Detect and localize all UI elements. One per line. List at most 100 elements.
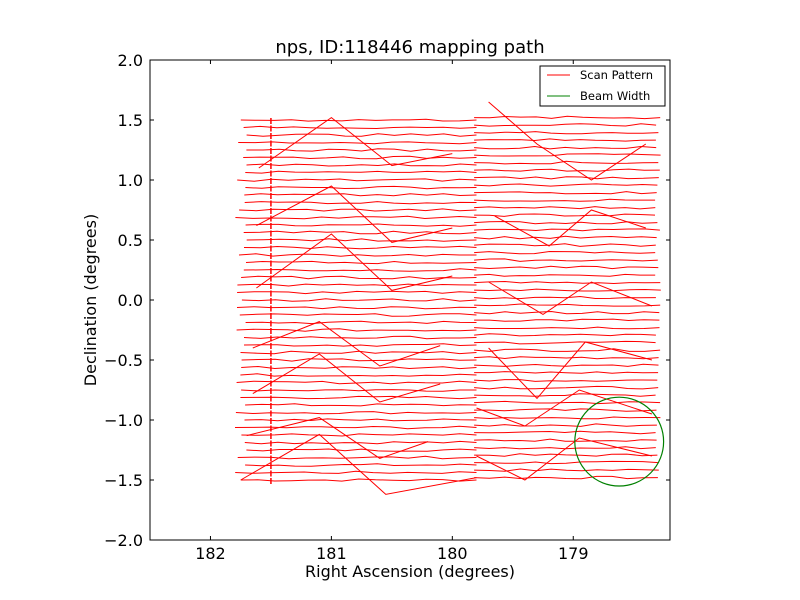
scan-row-west bbox=[474, 176, 659, 180]
scan-row-west bbox=[474, 160, 659, 165]
scan-row-east bbox=[235, 411, 477, 415]
scan-row-east bbox=[245, 170, 477, 174]
scan-row-west bbox=[474, 138, 656, 142]
scan-diagonal bbox=[476, 389, 653, 427]
scan-row-east bbox=[241, 365, 477, 370]
scan-row-west bbox=[474, 453, 658, 457]
scan-diagonal bbox=[252, 353, 441, 403]
beam-width-circle bbox=[574, 396, 665, 487]
y-tick-label: −0.5 bbox=[104, 351, 143, 370]
y-tick-label: −1.5 bbox=[104, 471, 143, 490]
scan-row-east bbox=[241, 298, 477, 302]
scan-row-west bbox=[474, 468, 659, 472]
scan-row-east bbox=[243, 230, 477, 235]
scan-diagonal bbox=[240, 433, 477, 495]
scan-row-east bbox=[241, 433, 477, 437]
scan-row-east bbox=[245, 320, 477, 325]
x-tick-label: 182 bbox=[195, 544, 226, 563]
scan-row-west bbox=[474, 475, 658, 480]
scan-row-west bbox=[474, 183, 658, 187]
scan-row-east bbox=[238, 253, 477, 257]
scan-row-west bbox=[474, 408, 657, 412]
scan-row-east bbox=[245, 463, 477, 467]
scan-row-west bbox=[474, 356, 659, 360]
scan-row-west bbox=[474, 363, 659, 367]
x-axis-label: Right Ascension (degrees) bbox=[305, 562, 515, 581]
scan-row-east bbox=[240, 373, 477, 377]
scan-row-west bbox=[474, 340, 656, 345]
scan-diagonal bbox=[258, 116, 453, 169]
scan-row-west bbox=[474, 235, 657, 240]
scan-diagonal bbox=[488, 281, 653, 315]
scan-diagonal bbox=[246, 417, 429, 459]
scan-row-west bbox=[474, 348, 661, 352]
scan-row-west bbox=[474, 423, 657, 427]
scan-row-west bbox=[474, 280, 661, 285]
scan-row-west bbox=[474, 310, 660, 315]
scan-row-west bbox=[474, 168, 660, 172]
scan-row-east bbox=[235, 215, 477, 220]
scan-row-east bbox=[244, 418, 477, 422]
scan-row-east bbox=[238, 141, 477, 145]
scan-row-east bbox=[244, 201, 477, 205]
scan-row-east bbox=[240, 395, 477, 400]
legend: Scan Pattern Beam Width bbox=[539, 65, 666, 107]
legend-label-scan-pattern: Scan Pattern bbox=[580, 68, 653, 82]
scan-row-east bbox=[241, 358, 477, 362]
scan-row-east bbox=[246, 133, 477, 137]
scan-row-east bbox=[239, 313, 477, 317]
scan-row-west bbox=[474, 393, 656, 397]
scan-row-east bbox=[246, 448, 477, 452]
scan-diagonal bbox=[476, 437, 653, 481]
scan-row-west bbox=[474, 333, 656, 337]
legend-box bbox=[539, 65, 666, 107]
scan-row-west bbox=[474, 430, 656, 435]
x-tick-label: 181 bbox=[316, 544, 347, 563]
x-tick-label: 179 bbox=[558, 544, 589, 563]
scan-row-west bbox=[474, 131, 659, 135]
y-tick-label: 0.5 bbox=[118, 231, 143, 250]
scan-row-west bbox=[474, 416, 661, 420]
scan-row-east bbox=[244, 440, 477, 445]
y-tick-label: 1.5 bbox=[118, 111, 143, 130]
scan-row-east bbox=[237, 283, 477, 287]
y-tick-label: −1.0 bbox=[104, 411, 143, 430]
scan-row-west bbox=[474, 379, 658, 382]
scan-row-west bbox=[474, 288, 661, 292]
y-axis-label: Declination (degrees) bbox=[81, 214, 100, 386]
y-tick-label: 0.0 bbox=[118, 291, 143, 310]
scan-row-east bbox=[241, 389, 477, 392]
scan-row-west bbox=[474, 198, 656, 202]
scan-row-east bbox=[245, 185, 477, 190]
scan-row-east bbox=[245, 403, 477, 407]
scan-row-west bbox=[474, 145, 657, 150]
scan-row-east bbox=[237, 455, 477, 460]
scan-diagonal bbox=[494, 209, 646, 247]
scan-row-west bbox=[474, 258, 658, 262]
scan-row-east bbox=[235, 470, 477, 474]
scan-row-west bbox=[474, 265, 659, 270]
scan-row-west bbox=[474, 460, 659, 465]
scan-row-west bbox=[474, 326, 660, 330]
scan-row-east bbox=[234, 425, 477, 430]
scan-row-west bbox=[474, 206, 656, 210]
scan-row-east bbox=[236, 328, 477, 332]
scan-row-west bbox=[474, 191, 657, 195]
scan-row-east bbox=[243, 125, 477, 130]
y-tick-label: 1.0 bbox=[118, 171, 143, 190]
x-tick-label: 180 bbox=[437, 544, 468, 563]
scan-row-east bbox=[243, 245, 477, 250]
scan-row-west bbox=[474, 250, 656, 255]
scan-row-east bbox=[240, 478, 477, 482]
scan-diagonal bbox=[488, 101, 647, 181]
scan-row-west bbox=[474, 400, 661, 405]
scan-row-west bbox=[474, 438, 657, 442]
scan-row-east bbox=[237, 290, 477, 295]
scan-row-west bbox=[474, 123, 657, 127]
y-tick-label: 2.0 bbox=[118, 51, 143, 70]
scan-row-west bbox=[474, 385, 659, 390]
scan-row-east bbox=[236, 306, 477, 310]
legend-label-beam-width: Beam Width bbox=[580, 89, 650, 103]
scan-row-west bbox=[474, 371, 659, 374]
